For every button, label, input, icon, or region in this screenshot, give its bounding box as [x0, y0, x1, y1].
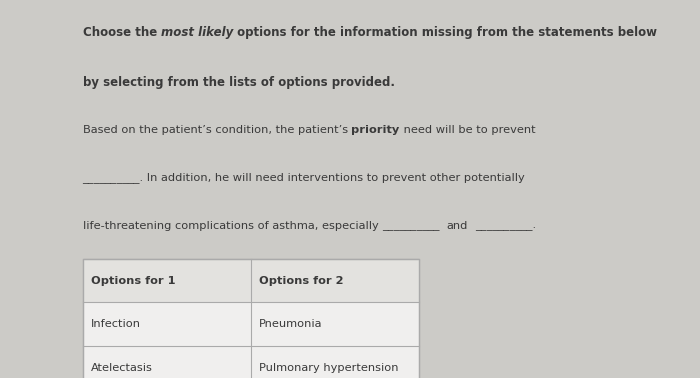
- Text: Options for 2: Options for 2: [259, 276, 344, 286]
- Text: __________. In addition, he will need interventions to prevent other potentially: __________. In addition, he will need in…: [83, 172, 525, 183]
- Text: Pneumonia: Pneumonia: [259, 319, 323, 329]
- Text: and: and: [447, 221, 468, 231]
- Text: options for the information missing from the statements below: options for the information missing from…: [233, 26, 657, 39]
- Text: by selecting from the lists of options provided.: by selecting from the lists of options p…: [83, 76, 395, 88]
- Text: Pulmonary hypertension: Pulmonary hypertension: [259, 363, 398, 373]
- Text: Choose the: Choose the: [83, 26, 161, 39]
- Text: need will be to prevent: need will be to prevent: [400, 125, 536, 135]
- Text: Atelectasis: Atelectasis: [91, 363, 153, 373]
- Text: Options for 1: Options for 1: [91, 276, 176, 286]
- Text: Based on the patient’s condition, the patient’s: Based on the patient’s condition, the pa…: [83, 125, 351, 135]
- Text: priority: priority: [351, 125, 400, 135]
- Text: Infection: Infection: [91, 319, 141, 329]
- Text: most likely: most likely: [161, 26, 233, 39]
- Text: __________: __________: [382, 221, 440, 231]
- Text: life-threatening complications of asthma, especially: life-threatening complications of asthma…: [83, 221, 378, 231]
- Text: __________.: __________.: [475, 221, 536, 231]
- Bar: [83, 259, 419, 302]
